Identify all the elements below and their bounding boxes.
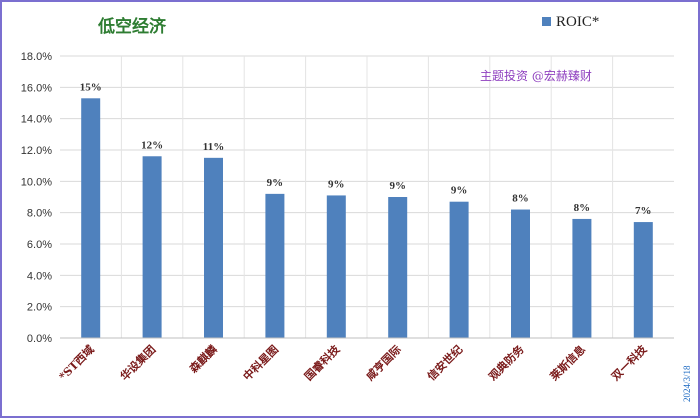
- gridlines: [60, 55, 674, 338]
- bar: [633, 222, 653, 338]
- y-tick-label: 2.0%: [27, 302, 52, 314]
- y-axis-ticks: 0.0% 2.0% 4.0% 6.0% 8.0% 10.0% 12.0% 14.0% 16.0%…: [21, 51, 52, 345]
- bar: [326, 195, 346, 338]
- x-tick-label: 双一科技: [608, 342, 650, 384]
- data-labels: 15% 12% 11% 9% 9% 9% 9% 8% 8% 7%: [80, 81, 652, 217]
- data-label: 9%: [451, 185, 468, 197]
- chart-title: 低空经济: [97, 16, 167, 37]
- data-label: 7%: [635, 205, 652, 217]
- x-tick-label: 国睿科技: [301, 342, 343, 384]
- bar: [572, 218, 592, 338]
- date-stamp: 2024/3/18: [682, 365, 692, 402]
- y-tick-label: 10.0%: [21, 176, 52, 188]
- data-label: 8%: [512, 193, 529, 205]
- data-label: 9%: [328, 178, 345, 190]
- x-tick-label: 中科星图: [240, 342, 281, 383]
- x-tick-label: 信安世纪: [424, 342, 465, 383]
- x-axis-ticks: *ST西域 华设集团 森麒麟 中科星图 国睿科技 咸亨国际 信安世纪 观典防务 莱斯信息 双一科技: [56, 342, 650, 384]
- y-tick-label: 14.0%: [21, 114, 52, 126]
- bar: [265, 193, 285, 338]
- bar: [204, 157, 223, 338]
- data-label: 8%: [574, 202, 591, 214]
- bar: [511, 209, 530, 338]
- y-tick-label: 16.0%: [21, 82, 52, 94]
- x-tick-label: 莱斯信息: [547, 342, 588, 383]
- legend: ROIC*: [542, 14, 599, 30]
- x-tick-label: 森麒麟: [186, 342, 220, 376]
- y-tick-label: 12.0%: [21, 145, 52, 157]
- y-tick-label: 4.0%: [27, 270, 52, 282]
- y-tick-label: 0.0%: [27, 333, 52, 345]
- x-tick-label: 咸亨国际: [363, 342, 404, 383]
- legend-swatch: [542, 17, 551, 26]
- y-tick-label: 6.0%: [27, 239, 52, 251]
- y-tick-label: 8.0%: [27, 208, 52, 220]
- bars: [81, 98, 653, 338]
- watermark-annotation: 主题投资 @宏赫臻财: [480, 68, 592, 83]
- y-tick-label: 18.0%: [21, 51, 52, 63]
- data-label: 15%: [80, 81, 102, 93]
- data-label: 12%: [141, 139, 163, 151]
- bar: [449, 201, 469, 338]
- legend-label: ROIC*: [556, 14, 599, 30]
- bar: [81, 98, 101, 338]
- data-label: 9%: [389, 180, 406, 192]
- x-tick-label: 观典防务: [486, 342, 528, 384]
- x-tick-label: *ST西域: [56, 342, 97, 383]
- bar: [388, 197, 408, 338]
- x-tick-label: 华设集团: [117, 342, 158, 383]
- bar: [142, 156, 162, 338]
- data-label: 11%: [203, 141, 224, 153]
- data-label: 9%: [267, 177, 284, 189]
